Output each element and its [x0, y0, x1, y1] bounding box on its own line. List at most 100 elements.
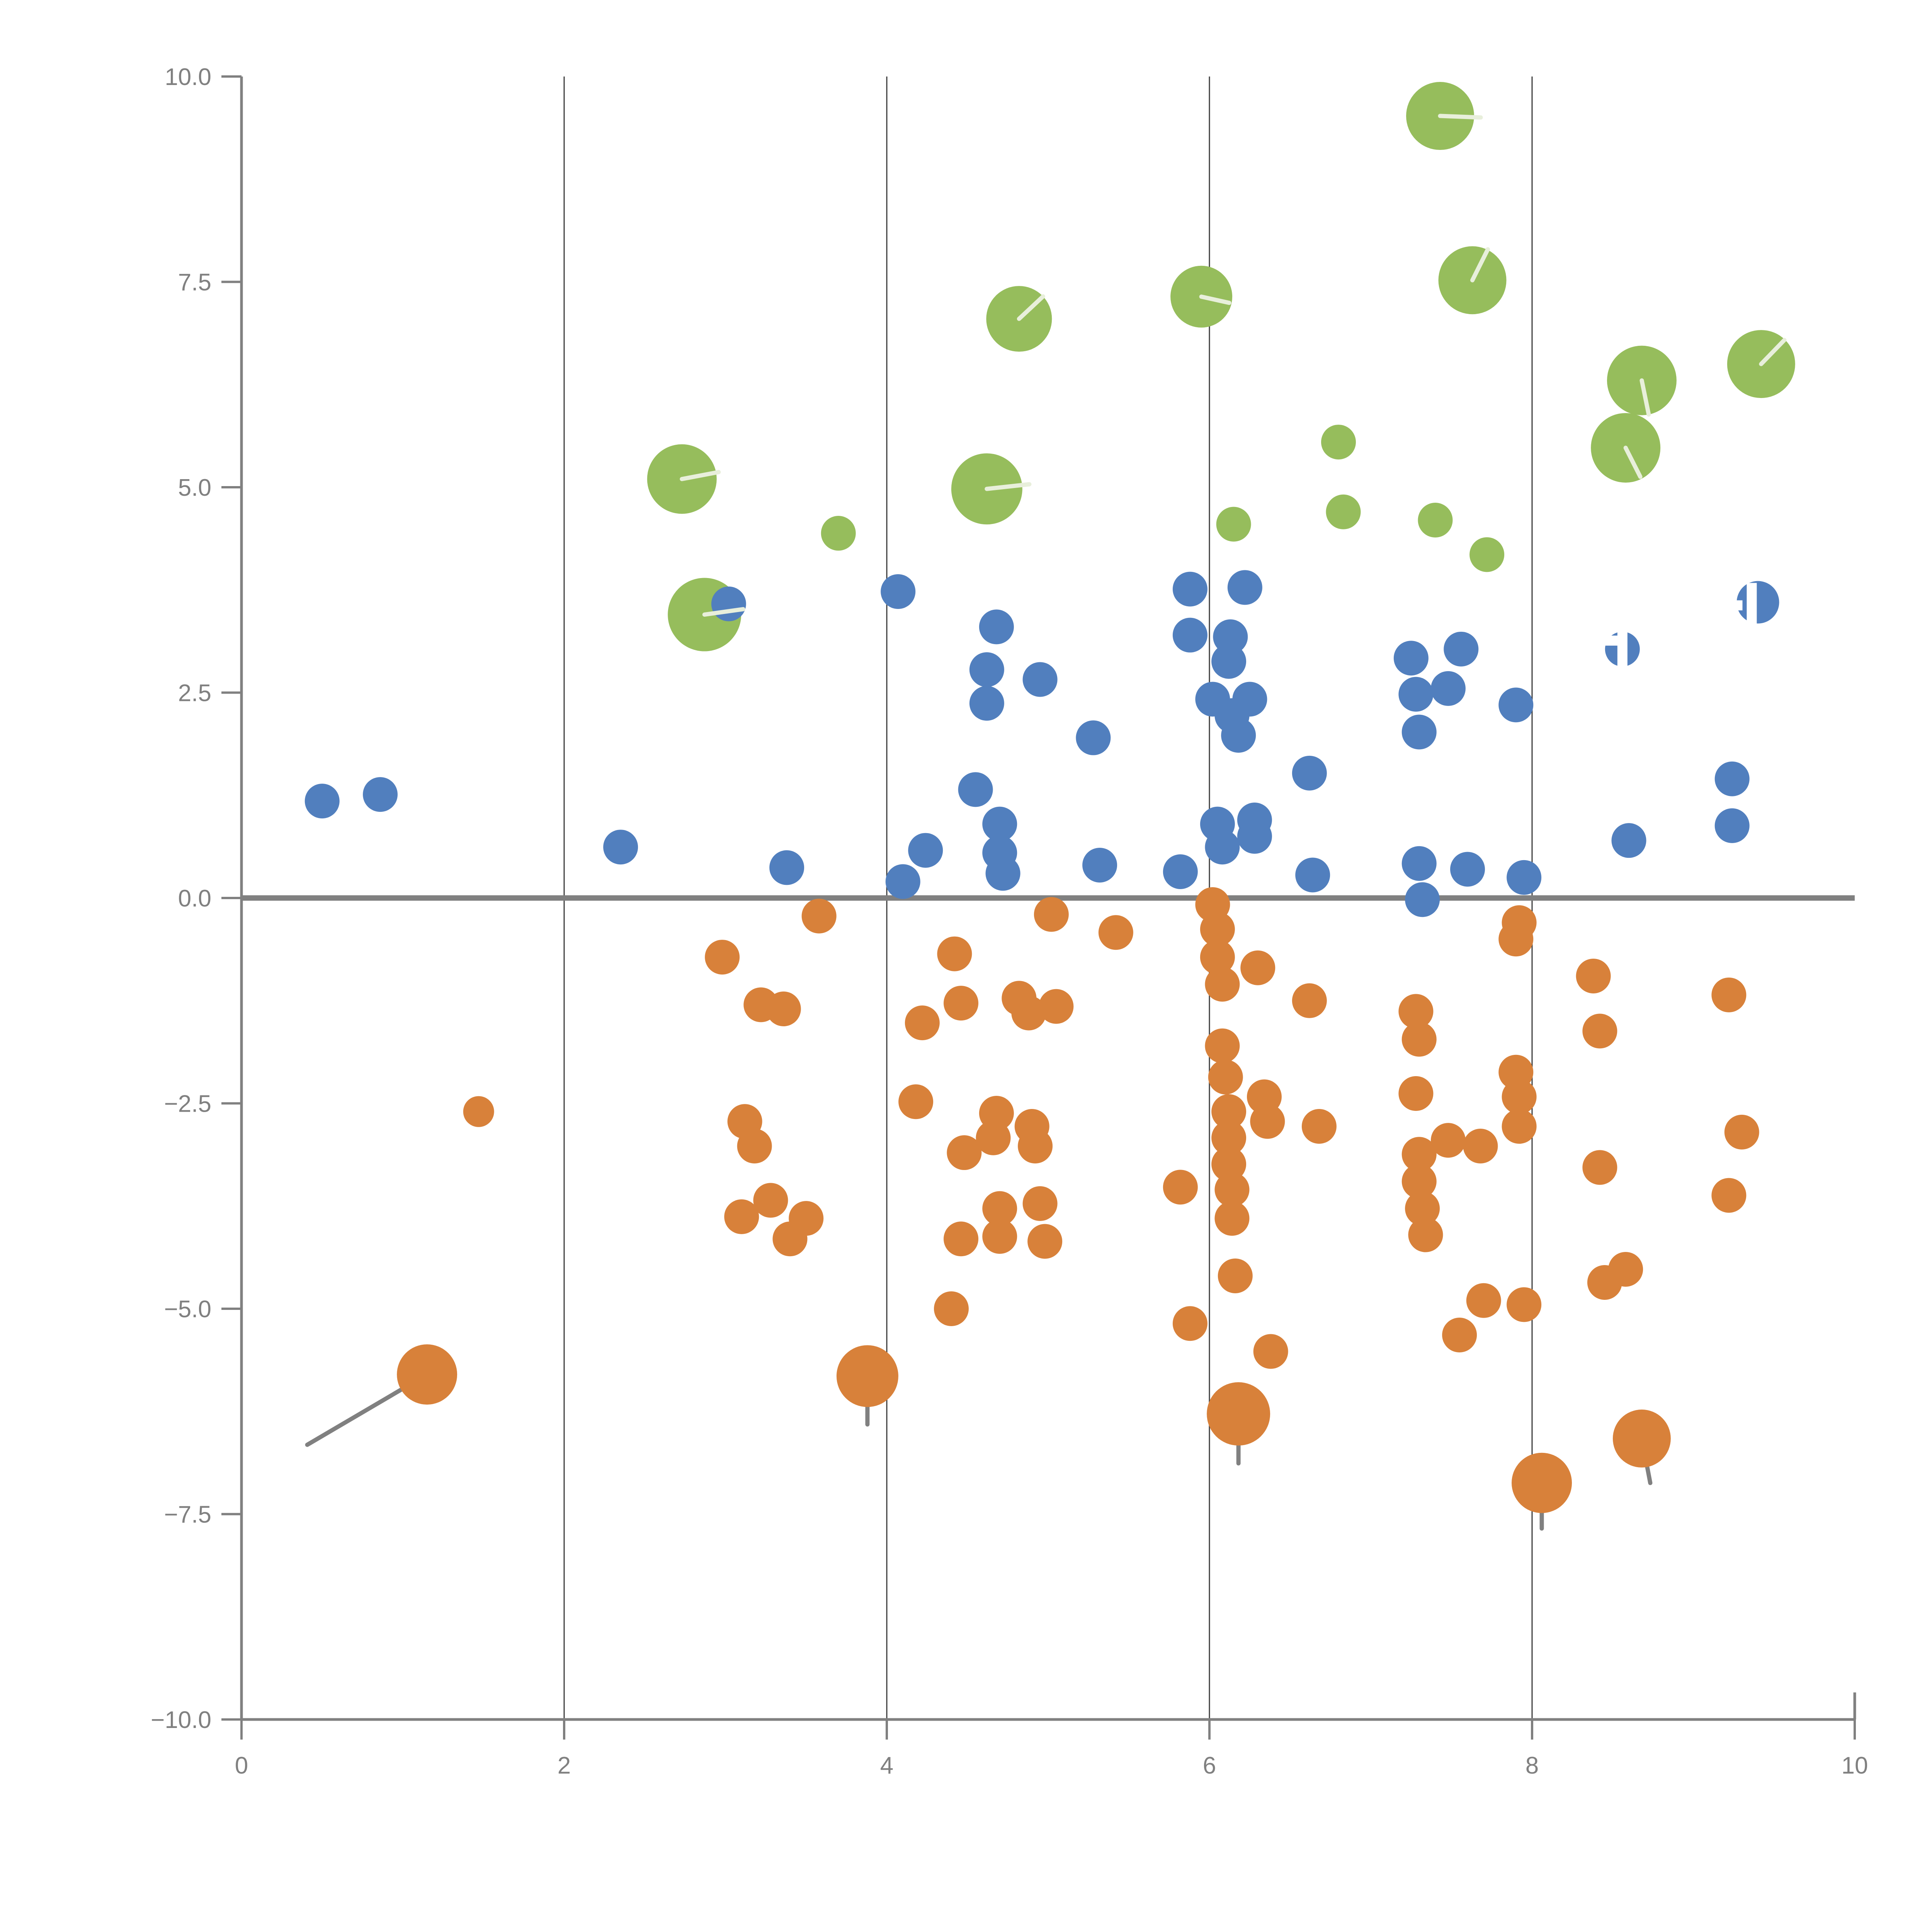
data-point-orange: [1401, 1164, 1437, 1199]
data-points: [304, 82, 1795, 1513]
data-point-blue: [1714, 761, 1750, 796]
data-point-blue: [1227, 570, 1262, 605]
data-point-blue: [1237, 819, 1272, 854]
data-point-orange: [1200, 912, 1235, 947]
leader-line-overlay: [1438, 114, 1483, 120]
data-point-orange: [1172, 1306, 1208, 1341]
data-point-orange: [1608, 1252, 1643, 1287]
data-point-orange: [1576, 958, 1611, 993]
data-point-orange: [1301, 1109, 1337, 1144]
data-point-orange: [753, 1183, 788, 1218]
data-point-blue: [881, 574, 916, 609]
data-point-orange: [947, 1135, 982, 1170]
data-point-blue: [1172, 571, 1208, 607]
data-point-orange: [944, 1221, 979, 1257]
data-point-blue: [908, 833, 943, 868]
data-point-orange: [1405, 1191, 1440, 1226]
data-point-blue: [1211, 644, 1247, 679]
y-tick-label: −5.0: [164, 1296, 211, 1323]
leader-line-overlay: [1623, 446, 1643, 479]
data-point-orange: [724, 1199, 759, 1234]
data-point-orange: [1018, 1129, 1053, 1164]
data-point-green: [1216, 507, 1251, 542]
data-point-orange: [1442, 1318, 1477, 1353]
leader-line-overlay: [1017, 294, 1045, 321]
y-tick-label: −10.0: [151, 1707, 211, 1733]
data-point-orange: [1027, 1224, 1063, 1259]
y-axis-tick-labels: 10.0 7.5 5.0 2.5 0.0 −2.5 −5.0 −7.5 −10.0: [151, 64, 211, 1733]
leader-line-overlay: [1199, 294, 1231, 305]
data-point-blue: [1498, 687, 1534, 723]
data-point-orange: [1214, 1172, 1250, 1207]
data-point-blue: [1232, 682, 1267, 717]
data-point-blue: [958, 772, 993, 807]
data-point-orange: [1398, 994, 1434, 1029]
data-point-blue: [1393, 641, 1429, 676]
x-tick-label: 4: [880, 1752, 893, 1779]
data-point-orange: [1401, 1137, 1437, 1172]
data-point-blue: [304, 784, 340, 819]
data-point-orange: [1466, 1283, 1501, 1318]
data-point-orange: [982, 1191, 1017, 1226]
data-point-blue: [1444, 631, 1479, 667]
leader-line-overlay: [1470, 247, 1490, 282]
data-point-orange: [1011, 995, 1046, 1031]
data-point-blue: [1450, 852, 1485, 887]
data-point-orange: [934, 1291, 969, 1326]
data-point-orange: [801, 898, 837, 934]
data-point-blue: [1507, 860, 1542, 895]
x-tick-label: 6: [1203, 1752, 1216, 1779]
data-point-orange: [1022, 1186, 1058, 1221]
data-point-blue: [1022, 662, 1058, 697]
data-point-blue: [1205, 830, 1240, 865]
data-point-blue: [985, 856, 1020, 891]
data-point-orange: [397, 1344, 457, 1405]
data-point-orange: [1512, 1452, 1572, 1513]
data-point-blue: [603, 830, 638, 865]
data-point-orange: [1214, 1201, 1250, 1236]
data-point-orange: [1582, 1150, 1617, 1185]
data-point-orange: [1250, 1104, 1285, 1139]
data-point-blue: [1295, 857, 1330, 893]
data-point-blue: [1076, 720, 1111, 755]
leader-line-overlay: [1639, 378, 1651, 417]
data-point-orange: [1253, 1334, 1288, 1369]
tick-marks: [221, 75, 1856, 1740]
data-point-blue: [1163, 854, 1198, 889]
data-point-blue: [1221, 718, 1256, 753]
data-point-orange: [1724, 1114, 1759, 1150]
data-point-orange: [905, 1005, 940, 1041]
y-tick-label: −2.5: [164, 1091, 211, 1117]
data-point-orange: [1211, 1120, 1247, 1155]
data-point-blue: [1401, 846, 1437, 881]
data-point-orange: [737, 1129, 772, 1164]
data-point-orange: [1205, 1028, 1240, 1063]
y-tick-label: −7.5: [164, 1502, 211, 1528]
data-point-orange: [1200, 940, 1235, 975]
data-point-orange: [1582, 1014, 1617, 1049]
data-point-orange: [789, 1201, 824, 1236]
data-point-blue: [1082, 847, 1117, 883]
x-tick-label: 2: [558, 1752, 571, 1779]
data-point-orange: [1208, 1060, 1243, 1095]
y-tick-label: 2.5: [178, 680, 211, 707]
data-point-blue: [769, 850, 804, 885]
data-point-orange: [1612, 1409, 1671, 1468]
data-point-blue: [1611, 823, 1646, 858]
leader-line-overlay: [702, 607, 745, 617]
data-point-orange: [1163, 1170, 1198, 1205]
y-tick-label: 10.0: [165, 64, 211, 90]
data-point-green: [1418, 503, 1453, 538]
data-point-blue: [885, 864, 920, 899]
data-point-orange: [1502, 1079, 1537, 1114]
data-point-blue: [1714, 808, 1750, 843]
data-point-orange: [1502, 1109, 1537, 1144]
data-point-green: [1469, 537, 1505, 572]
data-point-orange: [1039, 989, 1074, 1024]
data-point-blue: [1172, 617, 1208, 653]
data-point-orange: [1430, 1123, 1466, 1158]
data-point-orange: [982, 1219, 1017, 1254]
data-point-orange: [1218, 1258, 1253, 1293]
